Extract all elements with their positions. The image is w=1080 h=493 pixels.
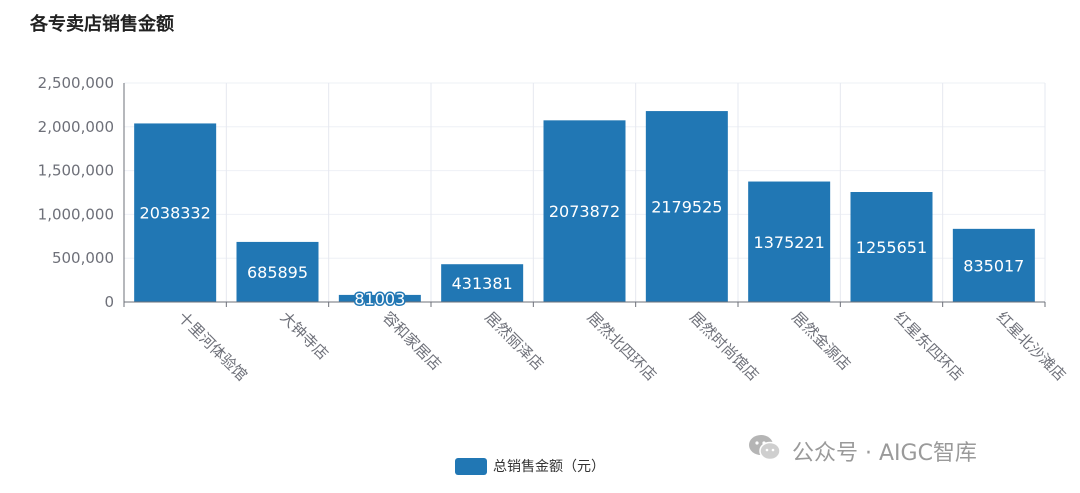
value-label: 685895 <box>247 263 308 282</box>
x-tick-label: 居然北四环店 <box>584 308 660 384</box>
bar <box>645 111 728 302</box>
y-tick-label: 0 <box>104 293 114 311</box>
bars-layer <box>134 111 1035 303</box>
x-tick-label: 大钟寺店 <box>277 308 332 363</box>
y-tick-label: 2,000,000 <box>38 118 114 136</box>
watermark-text: 公众号 · AIGC智库 <box>792 441 977 466</box>
y-tick-label: 1,000,000 <box>38 205 114 223</box>
bar <box>850 192 933 302</box>
x-tick-label: 红星北沙滩店 <box>993 308 1069 384</box>
value-label: 2038332 <box>140 204 211 223</box>
bar <box>441 264 524 302</box>
bar <box>748 181 831 302</box>
value-label: 431381 <box>452 274 513 293</box>
bar <box>543 120 626 302</box>
watermark: 公众号 · AIGC智库 <box>748 434 977 468</box>
legend-label: 总销售金额（元） <box>493 459 605 475</box>
value-label: 1375221 <box>754 233 825 252</box>
x-tick-label: 红星东四环店 <box>891 308 967 384</box>
value-label: 2179525 <box>651 198 722 217</box>
bar <box>338 294 421 302</box>
y-tick-label: 1,500,000 <box>38 162 114 180</box>
x-tick-label: 居然金源店 <box>788 308 854 374</box>
value-label: 835017 <box>963 256 1024 275</box>
legend-swatch <box>455 457 487 475</box>
chart-title: 各专卖店销售金额 <box>30 14 174 35</box>
bar <box>236 241 319 302</box>
wechat-icon <box>748 434 782 468</box>
legend[interactable]: 总销售金额（元） <box>455 456 605 476</box>
y-tick-label: 500,000 <box>52 249 114 267</box>
x-tick-label: 十里河体验馆 <box>174 308 250 384</box>
x-tick-label: 容和家居店 <box>379 308 445 374</box>
bar <box>134 123 217 303</box>
axis-layer: 0 500,000 1,000,000 1,500,000 2,000,000 2,500… <box>38 74 1046 311</box>
bar <box>952 228 1035 302</box>
value-label: 81003 <box>354 289 405 308</box>
y-tick-label: 2,500,000 <box>38 74 114 92</box>
x-tick-label: 居然时尚馆店 <box>686 308 762 384</box>
value-label: 2073872 <box>549 202 620 221</box>
x-tick-label: 居然丽泽店 <box>481 308 547 374</box>
value-label: 1255651 <box>856 238 927 257</box>
